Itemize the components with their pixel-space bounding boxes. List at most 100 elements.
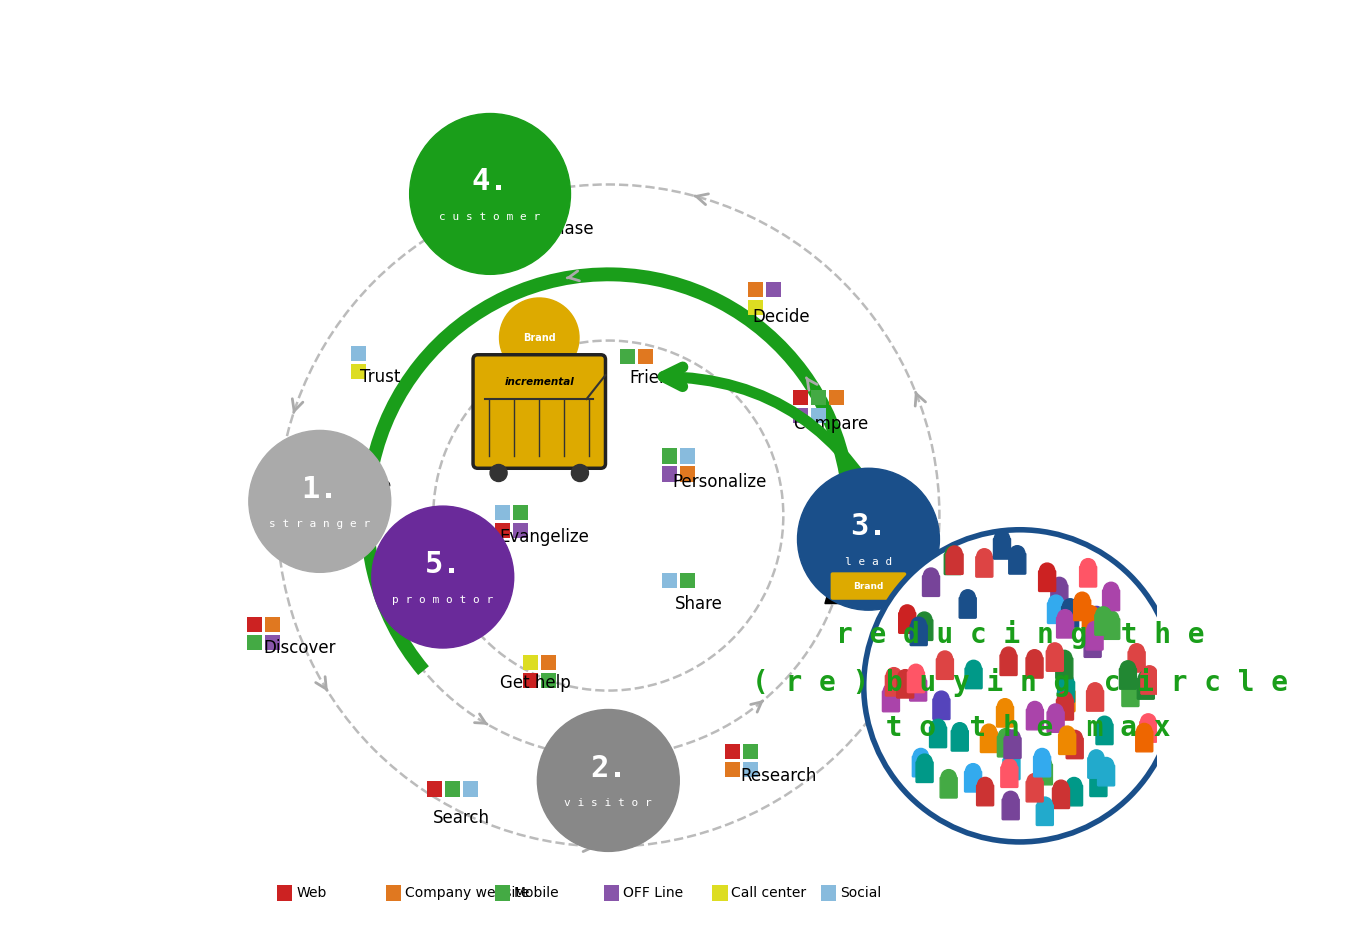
- Bar: [620, 349, 635, 364]
- Text: Social: Social: [840, 886, 881, 900]
- FancyBboxPatch shape: [933, 699, 949, 720]
- Circle shape: [1141, 714, 1156, 729]
- FancyBboxPatch shape: [910, 624, 928, 645]
- FancyBboxPatch shape: [1037, 805, 1053, 826]
- FancyBboxPatch shape: [915, 620, 933, 640]
- Text: Call center: Call center: [732, 886, 806, 900]
- Circle shape: [997, 699, 1012, 714]
- Bar: [662, 466, 677, 482]
- FancyBboxPatch shape: [959, 597, 977, 618]
- Text: Web: Web: [295, 886, 327, 900]
- FancyBboxPatch shape: [1086, 629, 1103, 650]
- Circle shape: [1089, 750, 1104, 765]
- Circle shape: [1088, 622, 1103, 637]
- Bar: [265, 635, 280, 650]
- Bar: [637, 349, 653, 364]
- Text: OFF Line: OFF Line: [622, 886, 683, 900]
- FancyBboxPatch shape: [1079, 567, 1097, 587]
- FancyBboxPatch shape: [1057, 691, 1075, 711]
- Circle shape: [1040, 563, 1055, 578]
- FancyBboxPatch shape: [944, 553, 962, 574]
- Circle shape: [1099, 758, 1114, 773]
- Text: Evangelize: Evangelize: [499, 528, 590, 547]
- Bar: [713, 885, 728, 901]
- FancyBboxPatch shape: [1137, 678, 1155, 699]
- Circle shape: [409, 114, 570, 274]
- Text: Brand: Brand: [854, 582, 884, 591]
- FancyBboxPatch shape: [1003, 798, 1019, 819]
- Circle shape: [1142, 666, 1157, 681]
- Circle shape: [1063, 599, 1078, 614]
- Circle shape: [1037, 757, 1052, 772]
- Text: Get help: Get help: [499, 674, 570, 692]
- Circle shape: [1005, 730, 1021, 745]
- Bar: [278, 885, 293, 901]
- Circle shape: [1001, 647, 1016, 662]
- Circle shape: [1053, 780, 1068, 796]
- Bar: [547, 195, 562, 210]
- FancyBboxPatch shape: [1103, 589, 1119, 610]
- FancyBboxPatch shape: [1051, 585, 1068, 605]
- Text: Share: Share: [674, 594, 722, 613]
- Bar: [743, 744, 758, 759]
- FancyBboxPatch shape: [977, 785, 993, 806]
- Text: s t r a n g e r: s t r a n g e r: [269, 519, 371, 529]
- Circle shape: [1088, 683, 1103, 698]
- FancyBboxPatch shape: [964, 771, 982, 792]
- Circle shape: [1123, 678, 1138, 693]
- FancyBboxPatch shape: [882, 691, 899, 711]
- Text: Discover: Discover: [263, 639, 335, 657]
- FancyBboxPatch shape: [1052, 788, 1070, 809]
- FancyBboxPatch shape: [1086, 691, 1104, 711]
- Circle shape: [1090, 768, 1105, 783]
- FancyBboxPatch shape: [1103, 619, 1120, 639]
- Circle shape: [499, 298, 579, 377]
- Bar: [529, 195, 544, 210]
- Bar: [265, 617, 280, 632]
- FancyBboxPatch shape: [896, 677, 914, 698]
- FancyBboxPatch shape: [1056, 657, 1073, 678]
- Bar: [495, 885, 510, 901]
- FancyBboxPatch shape: [907, 672, 925, 692]
- FancyBboxPatch shape: [912, 756, 929, 777]
- Bar: [529, 213, 544, 228]
- Circle shape: [977, 549, 992, 564]
- Circle shape: [572, 464, 588, 482]
- Bar: [427, 781, 442, 797]
- Circle shape: [1003, 791, 1018, 806]
- Circle shape: [1120, 661, 1135, 676]
- Bar: [495, 505, 510, 520]
- Circle shape: [1096, 606, 1111, 622]
- FancyBboxPatch shape: [951, 730, 969, 751]
- Circle shape: [978, 778, 993, 793]
- Circle shape: [1081, 559, 1096, 574]
- Bar: [352, 364, 367, 379]
- Bar: [766, 282, 781, 297]
- Bar: [743, 762, 758, 777]
- Circle shape: [981, 724, 996, 739]
- Circle shape: [490, 464, 508, 482]
- Bar: [829, 390, 844, 405]
- FancyBboxPatch shape: [997, 736, 1015, 757]
- Bar: [513, 505, 528, 520]
- Text: Purchase: Purchase: [518, 219, 594, 238]
- Bar: [680, 573, 695, 588]
- FancyBboxPatch shape: [996, 707, 1014, 727]
- Circle shape: [886, 668, 902, 683]
- Circle shape: [1059, 674, 1074, 689]
- Circle shape: [1010, 546, 1025, 561]
- Text: Personalize: Personalize: [673, 473, 767, 492]
- FancyBboxPatch shape: [1056, 617, 1074, 638]
- FancyBboxPatch shape: [910, 680, 926, 701]
- Circle shape: [952, 723, 967, 738]
- FancyBboxPatch shape: [1074, 600, 1090, 621]
- FancyBboxPatch shape: [473, 355, 606, 468]
- Bar: [680, 448, 695, 464]
- Circle shape: [1027, 701, 1042, 716]
- Circle shape: [1067, 730, 1082, 745]
- Text: 4.: 4.: [472, 167, 509, 196]
- FancyBboxPatch shape: [1119, 669, 1137, 690]
- FancyBboxPatch shape: [936, 658, 953, 679]
- Text: r e d u c i n g  t h e
( r e ) b u y i n g  c i r c l e
 t o  t h e  m a x: r e d u c i n g t h e ( r e ) b u y i n …: [752, 621, 1287, 742]
- Bar: [542, 673, 557, 688]
